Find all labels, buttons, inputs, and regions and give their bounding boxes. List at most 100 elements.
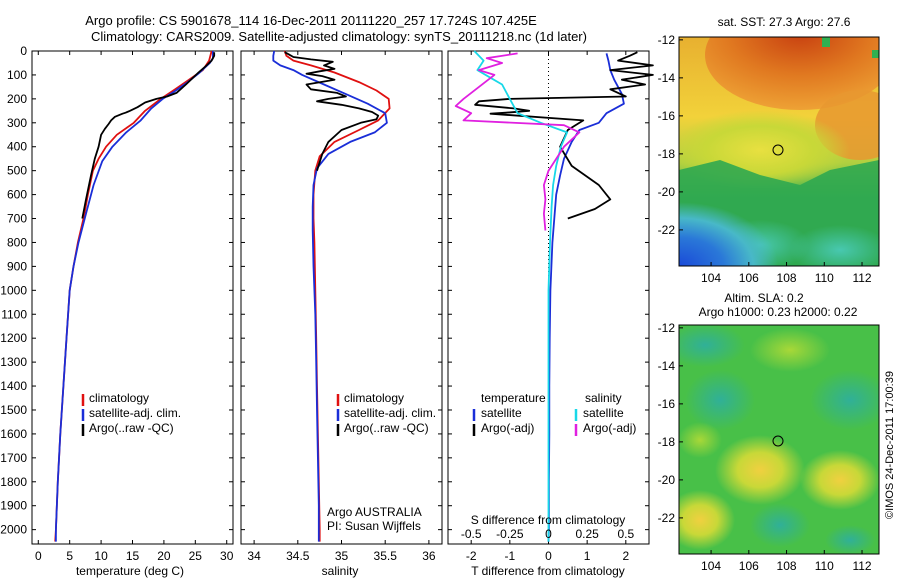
depth-tick-label: 1300 [0, 355, 27, 369]
map-y-tick-label: -20 [658, 473, 676, 487]
x-tick-label: 35.5 [374, 549, 398, 563]
depth-tick-label: 200 [7, 92, 27, 106]
sla-map-title-1: Altim. SLA: 0.2 [724, 291, 804, 305]
salinity-series [272, 50, 391, 542]
salinity-panel: 34 34.5 35 35.5 36 salinity climatology sate… [240, 50, 443, 578]
temperature-panel: 0100200300400500600700800900100011001200… [0, 44, 233, 578]
series-line [272, 50, 388, 542]
map-x-tick-label: 108 [777, 271, 797, 285]
map-y-tick-label: -14 [658, 359, 676, 373]
depth-tick-label: 700 [7, 212, 27, 226]
s-tick-label: 0 [545, 527, 552, 541]
s-tick-label: 0.5 [617, 527, 634, 541]
map-x-tick-label: 110 [815, 559, 834, 573]
sst-map-frame [678, 36, 880, 267]
series-line [474, 51, 654, 220]
legend-argo-label: Argo(..raw -QC) [89, 421, 174, 435]
sla-map-frame [678, 324, 880, 555]
legend-temperature-title: temperature [481, 391, 546, 405]
title-line-2: Climatology: CARS2009. Satellite-adjuste… [91, 29, 587, 44]
map-x-tick-label: 106 [739, 559, 759, 573]
depth-tick-label: 1500 [0, 403, 27, 417]
x-tick-label: 15 [126, 549, 140, 563]
map-y-tick-label: -12 [658, 321, 676, 335]
legend-s-satellite-label: satellite [583, 406, 624, 420]
x-tick-label: -1 [505, 549, 516, 563]
series-line [473, 50, 568, 542]
x-tick-label: 34 [247, 549, 261, 563]
sla-map-title-2: Argo h1000: 0.23 h2000: 0.22 [699, 305, 858, 319]
map-y-tick-label: -22 [658, 223, 676, 237]
map-x-tick-label: 112 [852, 271, 871, 285]
map-y-tick-label: -14 [658, 71, 676, 85]
s-tick-label: -0.25 [496, 527, 524, 541]
depth-tick-label: 500 [7, 164, 27, 178]
map-y-tick-label: -16 [658, 397, 676, 411]
temperature-plot-frame [31, 50, 234, 545]
sla-map-ticks: 104 106 108 110 112 -12 -14 -16 -18 -20 -22 [658, 321, 872, 573]
map-x-tick-label: 108 [777, 559, 797, 573]
sst-map-title: sat. SST: 27.3 Argo: 27.6 [718, 15, 851, 29]
depth-tick-label: 1900 [0, 499, 27, 513]
legend-satellite-label: satellite-adj. clim. [89, 406, 181, 420]
map-x-tick-label: 104 [701, 271, 721, 285]
depth-tick-label: 1200 [0, 331, 27, 345]
s-difference-ticks: -0.5 -0.25 0 0.25 0.5 [461, 527, 635, 541]
x-tick-label: 20 [157, 549, 171, 563]
map-y-tick-label: -16 [658, 109, 676, 123]
salinity-y-ticks [241, 50, 442, 531]
depth-tick-label: 2000 [0, 523, 27, 537]
legend-salinity-title: salinity [585, 391, 622, 405]
legend-t-argo-label: Argo(-adj) [481, 421, 534, 435]
x-tick-label: 0 [545, 549, 552, 563]
t-difference-label: T difference from climatology [471, 564, 625, 578]
depth-tick-label: 1400 [0, 379, 27, 393]
sst-map: sat. SST: 27.3 Argo: 27.6 104 106 108 110 11… [658, 15, 880, 285]
depth-tick-label: 1600 [0, 427, 27, 441]
salinity-x-ticks: 34 34.5 35 35.5 36 [247, 51, 436, 563]
depth-tick-label: 1100 [1, 307, 27, 321]
s-difference-label: S difference from climatology [471, 513, 626, 527]
legend-climatology-label: climatology [89, 391, 149, 405]
argo-location-marker [772, 144, 784, 156]
x-tick-label: -2 [466, 549, 477, 563]
map-y-tick-label: -12 [658, 33, 676, 47]
legend-climatology-label: climatology [344, 391, 404, 405]
map-y-tick-label: -22 [658, 511, 676, 525]
depth-tick-label: 900 [7, 259, 27, 273]
data-source-label: Argo AUSTRALIA [327, 505, 422, 519]
series-line [284, 51, 380, 171]
series-line [547, 53, 625, 542]
x-tick-label: 30 [220, 549, 234, 563]
series-line [454, 52, 581, 231]
imos-credit: ©IMOS 24-Dec-2011 17:00:39 [884, 371, 896, 519]
x-tick-label: 34.5 [286, 549, 310, 563]
x-tick-label: 25 [189, 549, 203, 563]
s-tick-label: -0.5 [461, 527, 482, 541]
difference-series [454, 50, 654, 542]
legend-s-argo-label: Argo(-adj) [583, 421, 636, 435]
temperature-legend: climatology satellite-adj. clim. Argo(..… [81, 391, 181, 436]
legend-argo-label: Argo(..raw -QC) [344, 421, 429, 435]
map-x-tick-label: 112 [852, 559, 871, 573]
depth-tick-label: 100 [7, 68, 27, 82]
argo-location-marker [772, 435, 784, 447]
map-x-tick-label: 106 [739, 271, 759, 285]
legend-t-satellite-label: satellite [481, 406, 522, 420]
pi-label: PI: Susan Wijffels [327, 519, 421, 533]
sst-map-ticks: 104 106 108 110 112 -12 -14 -16 -18 -20 -22 [658, 33, 872, 285]
temperature-series [54, 50, 216, 542]
depth-tick-label: 0 [20, 44, 27, 58]
difference-panel: -2 -1 0 1 2 S difference from climatology -0… [447, 50, 654, 578]
series-line [55, 51, 214, 542]
x-tick-label: 5 [66, 549, 73, 563]
x-tick-label: 10 [94, 549, 108, 563]
map-y-tick-label: -20 [658, 185, 676, 199]
depth-tick-label: 1000 [0, 283, 27, 297]
salinity-legend: climatology satellite-adj. clim. Argo(..… [336, 391, 436, 436]
salinity-xlabel: salinity [322, 564, 359, 578]
temperature-xlabel: temperature (deg C) [76, 564, 184, 578]
depth-tick-label: 800 [7, 235, 27, 249]
series-line [81, 52, 216, 219]
